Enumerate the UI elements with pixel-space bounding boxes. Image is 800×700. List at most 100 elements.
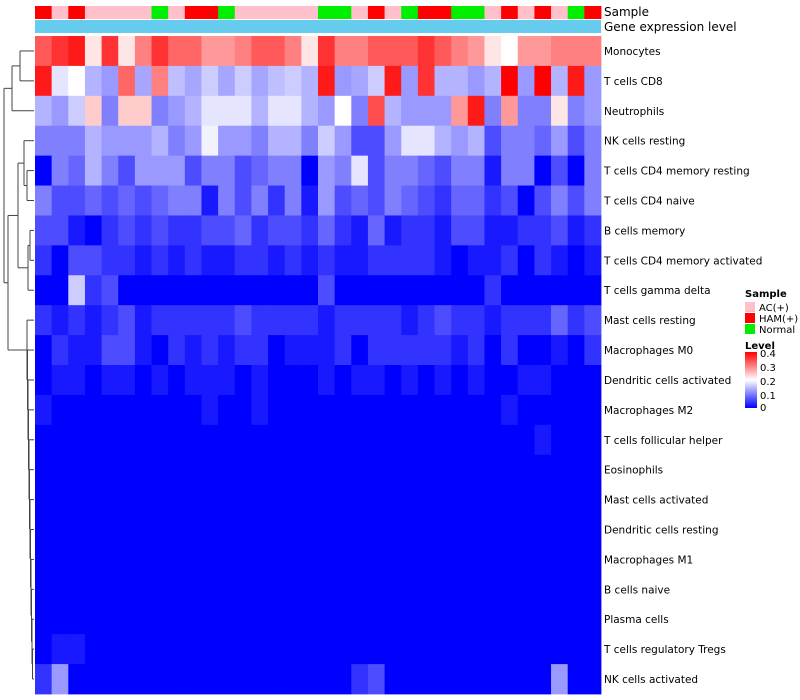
heatmap-cell <box>218 245 236 276</box>
heatmap-cell <box>284 634 302 665</box>
heatmap-cell <box>434 664 452 695</box>
heatmap-cell <box>467 215 485 246</box>
heatmap-cell <box>251 424 269 456</box>
heatmap-cell <box>251 245 269 276</box>
heatmap-cell <box>101 185 119 216</box>
heatmap-cell <box>334 394 352 426</box>
heatmap-cell <box>268 604 286 635</box>
heatmap-cell <box>118 245 136 276</box>
heatmap-cell <box>284 454 302 486</box>
heatmap-cell <box>168 394 186 426</box>
heatmap-cell <box>434 245 452 276</box>
heatmap-cell <box>318 514 336 545</box>
heatmap-cell <box>101 574 119 605</box>
heatmap-cell <box>351 305 369 336</box>
heatmap-cell <box>101 484 119 515</box>
heatmap-cell <box>251 185 269 216</box>
heatmap-cell <box>434 604 452 635</box>
heatmap-cell <box>551 36 569 67</box>
heatmap-cell <box>501 544 519 575</box>
heatmap-cell <box>118 275 136 306</box>
heatmap-cell <box>84 185 102 216</box>
heatmap-cell <box>567 65 585 97</box>
heatmap-cell <box>517 365 535 396</box>
heatmap-cell <box>501 215 519 246</box>
heatmap-cell <box>551 604 569 635</box>
heatmap-cell <box>484 394 502 426</box>
heatmap-cell <box>284 36 302 67</box>
heatmap-cell <box>134 335 152 366</box>
heatmap-cell <box>534 604 552 635</box>
heatmap-cell <box>551 155 569 186</box>
row-label: Eosinophils <box>604 465 663 477</box>
heatmap-cell <box>184 514 202 545</box>
heatmap-cell <box>218 95 236 127</box>
heatmap-cell <box>234 544 252 575</box>
heatmap-cell <box>401 454 419 486</box>
heatmap-cell <box>517 574 535 605</box>
heatmap-cell <box>68 36 86 67</box>
heatmap-cell <box>35 275 53 306</box>
heatmap-cell <box>551 454 569 486</box>
heatmap-cell <box>168 634 186 665</box>
sample-annotation-cell <box>401 6 419 19</box>
heatmap-cell <box>84 95 102 127</box>
heatmap-cell <box>101 65 119 97</box>
heatmap-cell <box>351 185 369 216</box>
heatmap-cell <box>101 634 119 665</box>
heatmap-cell <box>151 514 169 545</box>
heatmap-cell <box>417 125 435 157</box>
heatmap-cell <box>184 125 202 157</box>
sample-annotation-cell <box>168 6 186 19</box>
heatmap-cell <box>218 36 236 67</box>
heatmap-cell <box>318 335 336 366</box>
heatmap-cell <box>434 275 452 306</box>
legend-swatch-normal <box>745 324 755 334</box>
heatmap-cell <box>168 305 186 336</box>
heatmap-cell <box>318 365 336 396</box>
heatmap-cell <box>534 514 552 545</box>
heatmap-cell <box>68 335 86 366</box>
heatmap-cell <box>168 514 186 545</box>
heatmap-cell <box>268 394 286 426</box>
heatmap-cell <box>551 544 569 575</box>
heatmap-cell <box>417 305 435 336</box>
heatmap-cell <box>101 664 119 695</box>
heatmap-cell <box>384 305 402 336</box>
heatmap-cell <box>284 574 302 605</box>
heatmap-cell <box>118 424 136 456</box>
heatmap-cell <box>567 574 585 605</box>
legend-label-ham: HAM(+) <box>759 314 798 325</box>
heatmap-cell <box>35 574 53 605</box>
heatmap-cell <box>301 634 319 665</box>
heatmap-cell <box>467 664 485 695</box>
heatmap-cell <box>318 185 336 216</box>
heatmap-cell <box>467 574 485 605</box>
heatmap-cell <box>501 245 519 276</box>
heatmap-cell <box>251 305 269 336</box>
sample-annotation-cell <box>268 6 286 19</box>
heatmap-cell <box>401 95 419 127</box>
heatmap-cell <box>318 65 336 97</box>
heatmap-cell <box>234 664 252 695</box>
heatmap-cell <box>84 65 102 97</box>
heatmap-cell <box>384 365 402 396</box>
heatmap-cell <box>51 634 69 665</box>
heatmap-cell <box>517 95 535 127</box>
heatmap-cell <box>501 454 519 486</box>
row-label: Mast cells activated <box>604 495 708 507</box>
heatmap-cell <box>367 514 385 545</box>
heatmap-cell <box>251 604 269 635</box>
heatmap-cell <box>584 394 602 426</box>
heatmap-cell <box>567 484 585 515</box>
heatmap-cell <box>484 245 502 276</box>
heatmap-cell <box>551 305 569 336</box>
heatmap-cell <box>268 365 286 396</box>
heatmap-cell <box>551 484 569 515</box>
heatmap-cell <box>417 634 435 665</box>
heatmap-cell <box>401 604 419 635</box>
heatmap-cell <box>234 155 252 186</box>
heatmap-cell <box>251 634 269 665</box>
heatmap-cell <box>51 155 69 186</box>
legend-label-ac: AC(+) <box>759 303 789 314</box>
